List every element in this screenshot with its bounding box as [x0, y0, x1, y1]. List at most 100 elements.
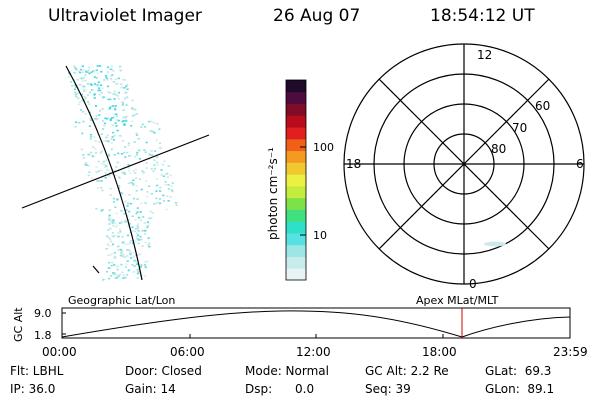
aurora-pixel [112, 70, 115, 72]
observation-time: 18:54:12 UT [430, 6, 535, 26]
aurora-pixel [159, 190, 162, 192]
aurora-pixel [132, 271, 135, 273]
aurora-pixel [113, 134, 116, 137]
aurora-pixel [146, 226, 149, 229]
aurora-pixel [109, 97, 112, 100]
aurora-pixel [104, 172, 107, 174]
aurora-pixel [103, 125, 106, 127]
aurora-pixel [94, 118, 97, 120]
aurora-pixel [100, 186, 103, 189]
aurora-pixel [112, 81, 115, 83]
aurora-pixel [99, 84, 103, 86]
aurora-pixel [74, 67, 77, 69]
aurora-pixel [134, 108, 137, 111]
aurora-pixel [155, 178, 158, 180]
aurora-pixel [124, 200, 127, 203]
aurora-pixel [145, 195, 149, 198]
aurora-pixel [74, 121, 78, 123]
aurora-pixel [131, 99, 134, 102]
aurora-pixel [154, 150, 157, 152]
aurora-pixel [102, 140, 105, 143]
aurora-pixel [123, 124, 126, 126]
aurora-pixel [111, 222, 114, 224]
aurora-pixel [126, 205, 129, 207]
aurora-pixel [122, 119, 125, 122]
aurora-pixel [132, 183, 135, 185]
aurora-pixel [135, 132, 138, 135]
aurora-pixel [134, 113, 137, 116]
aurora-pixel [140, 126, 143, 128]
aurora-pixel [120, 221, 123, 224]
aurora-pixel [128, 155, 131, 157]
aurora-pixel [116, 119, 119, 121]
ip-readout: IP: 36.0 [10, 382, 56, 396]
aurora-pixel [119, 248, 122, 251]
aurora-pixel [121, 192, 124, 195]
aurora-pixel [135, 236, 139, 238]
aurora-pixel [122, 277, 125, 280]
aurora-pixel [114, 107, 117, 110]
glat-readout: GLat: 69.3 [485, 364, 552, 378]
aurora-pixel [75, 95, 78, 98]
aurora-pixel [131, 264, 134, 266]
aurora-pixel [126, 84, 129, 86]
aurora-pixel [84, 79, 87, 82]
aurora-pixel [112, 235, 115, 238]
aurora-pixel [122, 102, 125, 104]
colorbar-band [286, 185, 306, 199]
aurora-pixel [148, 243, 151, 245]
aurora-pixel [125, 104, 128, 106]
aurora-pixel [144, 261, 147, 263]
aurora-pixel [132, 230, 135, 232]
aurora-pixel [100, 180, 103, 182]
colorbar-unit-label: photon cm⁻²s⁻¹ [266, 147, 280, 240]
aurora-pixel [116, 162, 119, 164]
aurora-pixel [108, 277, 111, 280]
aurora-pixel [136, 254, 139, 256]
colorbar-band [286, 268, 306, 281]
aurora-pixel [85, 89, 88, 92]
aurora-pixel [81, 65, 84, 67]
aurora-pixel [124, 118, 127, 120]
aurora-pixel [115, 113, 118, 115]
aurora-pixel [103, 163, 106, 166]
aurora-pixel [111, 136, 114, 138]
aurora-pixel [120, 101, 123, 104]
aurora-pixel [156, 201, 159, 204]
aurora-pixel [136, 198, 139, 200]
aurora-pixel [115, 83, 118, 85]
aurora-pixel [73, 71, 76, 74]
polar-diagonal-2 [378, 78, 550, 250]
aurora-pixel [127, 167, 130, 169]
aurora-pixel [111, 232, 114, 234]
aurora-pixel [121, 242, 124, 244]
aurora-pixel [116, 82, 119, 85]
aurora-pixel [143, 274, 147, 277]
aurora-pixel [156, 156, 159, 159]
aurora-pixel [133, 230, 137, 233]
aurora-pixel [81, 132, 84, 135]
door-readout: Door: Closed [125, 364, 202, 378]
aurora-pixel [121, 104, 125, 106]
aurora-pixel [100, 71, 103, 73]
aurora-pixel [95, 77, 98, 79]
aurora-pixel [85, 70, 88, 72]
aurora-pixel [76, 92, 80, 95]
aurora-pixel [100, 91, 103, 94]
aurora-pixel [109, 238, 112, 240]
aurora-pixel [144, 126, 147, 128]
aurora-pixel [107, 229, 110, 231]
aurora-pixel [112, 224, 115, 227]
aurora-pixel [124, 91, 127, 94]
aurora-pixel [146, 221, 150, 223]
aurora-pixel [79, 109, 83, 111]
aurora-pixel [113, 98, 116, 100]
aurora-pixel [125, 277, 128, 279]
aurora-pixel [77, 70, 81, 73]
aurora-pixel [119, 273, 122, 276]
aurora-pixel [112, 272, 115, 274]
aurora-pixel [101, 87, 104, 90]
aurora-pixel [107, 218, 110, 221]
aurora-pixel [122, 79, 125, 81]
aurora-pixel [100, 133, 103, 135]
